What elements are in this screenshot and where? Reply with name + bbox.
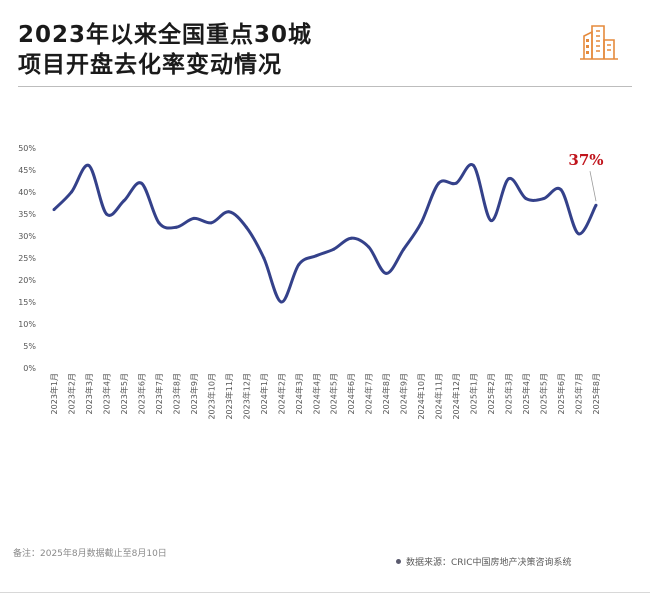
data-point xyxy=(332,247,336,251)
y-tick-label: 15% xyxy=(18,298,36,307)
x-tick-label: 2024年3月 xyxy=(294,373,304,414)
x-tick-label: 2024年2月 xyxy=(276,373,286,414)
y-tick-label: 30% xyxy=(18,232,36,241)
data-point xyxy=(244,225,248,229)
x-tick-label: 2023年12月 xyxy=(241,373,251,420)
x-tick-label: 2023年9月 xyxy=(189,373,199,414)
city-buildings-icon xyxy=(580,25,618,60)
line-chart: 0%5%10%15%20%25%30%35%40%45%50% 2023年1月 2… xyxy=(18,144,603,420)
data-point xyxy=(524,197,528,201)
y-tick-label: 40% xyxy=(18,188,36,197)
data-point xyxy=(297,263,301,267)
x-tick-label: 2023年3月 xyxy=(84,373,94,414)
data-point xyxy=(594,203,598,207)
data-point xyxy=(52,208,56,212)
data-point xyxy=(192,216,196,220)
series-line xyxy=(52,162,598,304)
data-point xyxy=(454,181,458,185)
data-point xyxy=(314,254,318,258)
title-line-2: 项目开盘去化率变动情况 xyxy=(18,52,282,78)
data-point xyxy=(87,164,91,168)
annotation-label: 37% xyxy=(568,151,603,169)
y-tick-label: 45% xyxy=(18,166,36,175)
x-tick-label: 2025年8月 xyxy=(591,373,601,414)
data-point xyxy=(349,236,353,240)
data-point xyxy=(507,177,511,181)
y-tick-label: 25% xyxy=(18,254,36,263)
title-line-1: 2023年以来全国重点30城 xyxy=(18,22,313,48)
x-tick-label: 2023年11月 xyxy=(224,373,234,420)
chart-title: 2023年以来全国重点30城 项目开盘去化率变动情况 xyxy=(18,20,312,80)
y-tick-label: 0% xyxy=(23,364,36,373)
data-point xyxy=(577,232,581,236)
data-point xyxy=(69,190,73,194)
data-source: 数据来源：CRIC中国房地产决策咨询系统 xyxy=(396,555,571,568)
y-tick-label: 35% xyxy=(18,210,36,219)
x-tick-label: 2023年6月 xyxy=(136,373,146,414)
x-tick-label: 2023年1月 xyxy=(49,373,59,414)
data-point xyxy=(559,188,563,192)
x-tick-label: 2024年4月 xyxy=(311,373,321,414)
x-tick-label: 2024年9月 xyxy=(399,373,409,414)
data-point xyxy=(437,181,441,185)
data-point xyxy=(262,256,266,260)
data-point xyxy=(367,245,371,249)
footnote: 备注：2025年8月数据截止至8月10日 xyxy=(13,549,167,559)
x-tick-label: 2025年1月 xyxy=(469,373,479,414)
data-point xyxy=(489,219,493,223)
x-tick-label: 2025年2月 xyxy=(486,373,496,414)
x-tick-label: 2023年8月 xyxy=(171,373,181,414)
x-tick-label: 2024年10月 xyxy=(416,373,426,420)
data-point xyxy=(209,221,213,225)
x-tick-label: 2024年1月 xyxy=(259,373,269,414)
data-point xyxy=(139,181,143,185)
source-text: 数据来源：CRIC中国房地产决策咨询系统 xyxy=(406,558,572,568)
data-point xyxy=(174,225,178,229)
data-point xyxy=(279,300,283,304)
bullet-dot-icon xyxy=(396,559,401,564)
y-tick-label: 10% xyxy=(18,320,36,329)
data-point xyxy=(157,221,161,225)
x-tick-label: 2024年11月 xyxy=(434,373,444,420)
y-tick-label: 5% xyxy=(23,342,36,351)
x-tick-label: 2025年4月 xyxy=(521,373,531,414)
data-point xyxy=(227,210,231,214)
x-tick-label: 2025年7月 xyxy=(574,373,584,414)
x-tick-label: 2024年6月 xyxy=(346,373,356,414)
title-divider xyxy=(18,86,632,87)
x-tick-label: 2023年2月 xyxy=(66,373,76,414)
data-point xyxy=(542,197,546,201)
x-tick-label: 2023年4月 xyxy=(101,373,111,414)
data-point xyxy=(104,212,108,216)
x-tick-label: 2024年12月 xyxy=(451,373,461,420)
y-tick-label: 50% xyxy=(18,144,36,153)
y-axis: 0% 5% 10% 15% 20% 25% 30% 35% 40% 45% 50% xyxy=(18,144,36,373)
bottom-divider xyxy=(0,592,650,593)
x-tick-label: 2024年5月 xyxy=(329,373,339,414)
data-point xyxy=(402,247,406,251)
data-point xyxy=(384,271,388,275)
data-point xyxy=(122,199,126,203)
y-tick-label: 20% xyxy=(18,276,36,285)
annotation-leader-line xyxy=(589,171,597,202)
data-point xyxy=(472,164,476,168)
x-tick-label: 2024年8月 xyxy=(381,373,391,414)
x-tick-label: 2023年10月 xyxy=(206,373,216,420)
data-point xyxy=(419,221,423,225)
x-axis: 2023年1月 2023年2月 2023年3月 2023年4月 2023年5月 2023年… xyxy=(49,373,601,420)
x-tick-label: 2025年5月 xyxy=(539,373,549,414)
x-tick-label: 2023年5月 xyxy=(119,373,129,414)
x-tick-label: 2024年7月 xyxy=(364,373,374,414)
x-tick-label: 2025年3月 xyxy=(504,373,514,414)
x-tick-label: 2023年7月 xyxy=(154,373,164,414)
x-tick-label: 2025年6月 xyxy=(556,373,566,414)
